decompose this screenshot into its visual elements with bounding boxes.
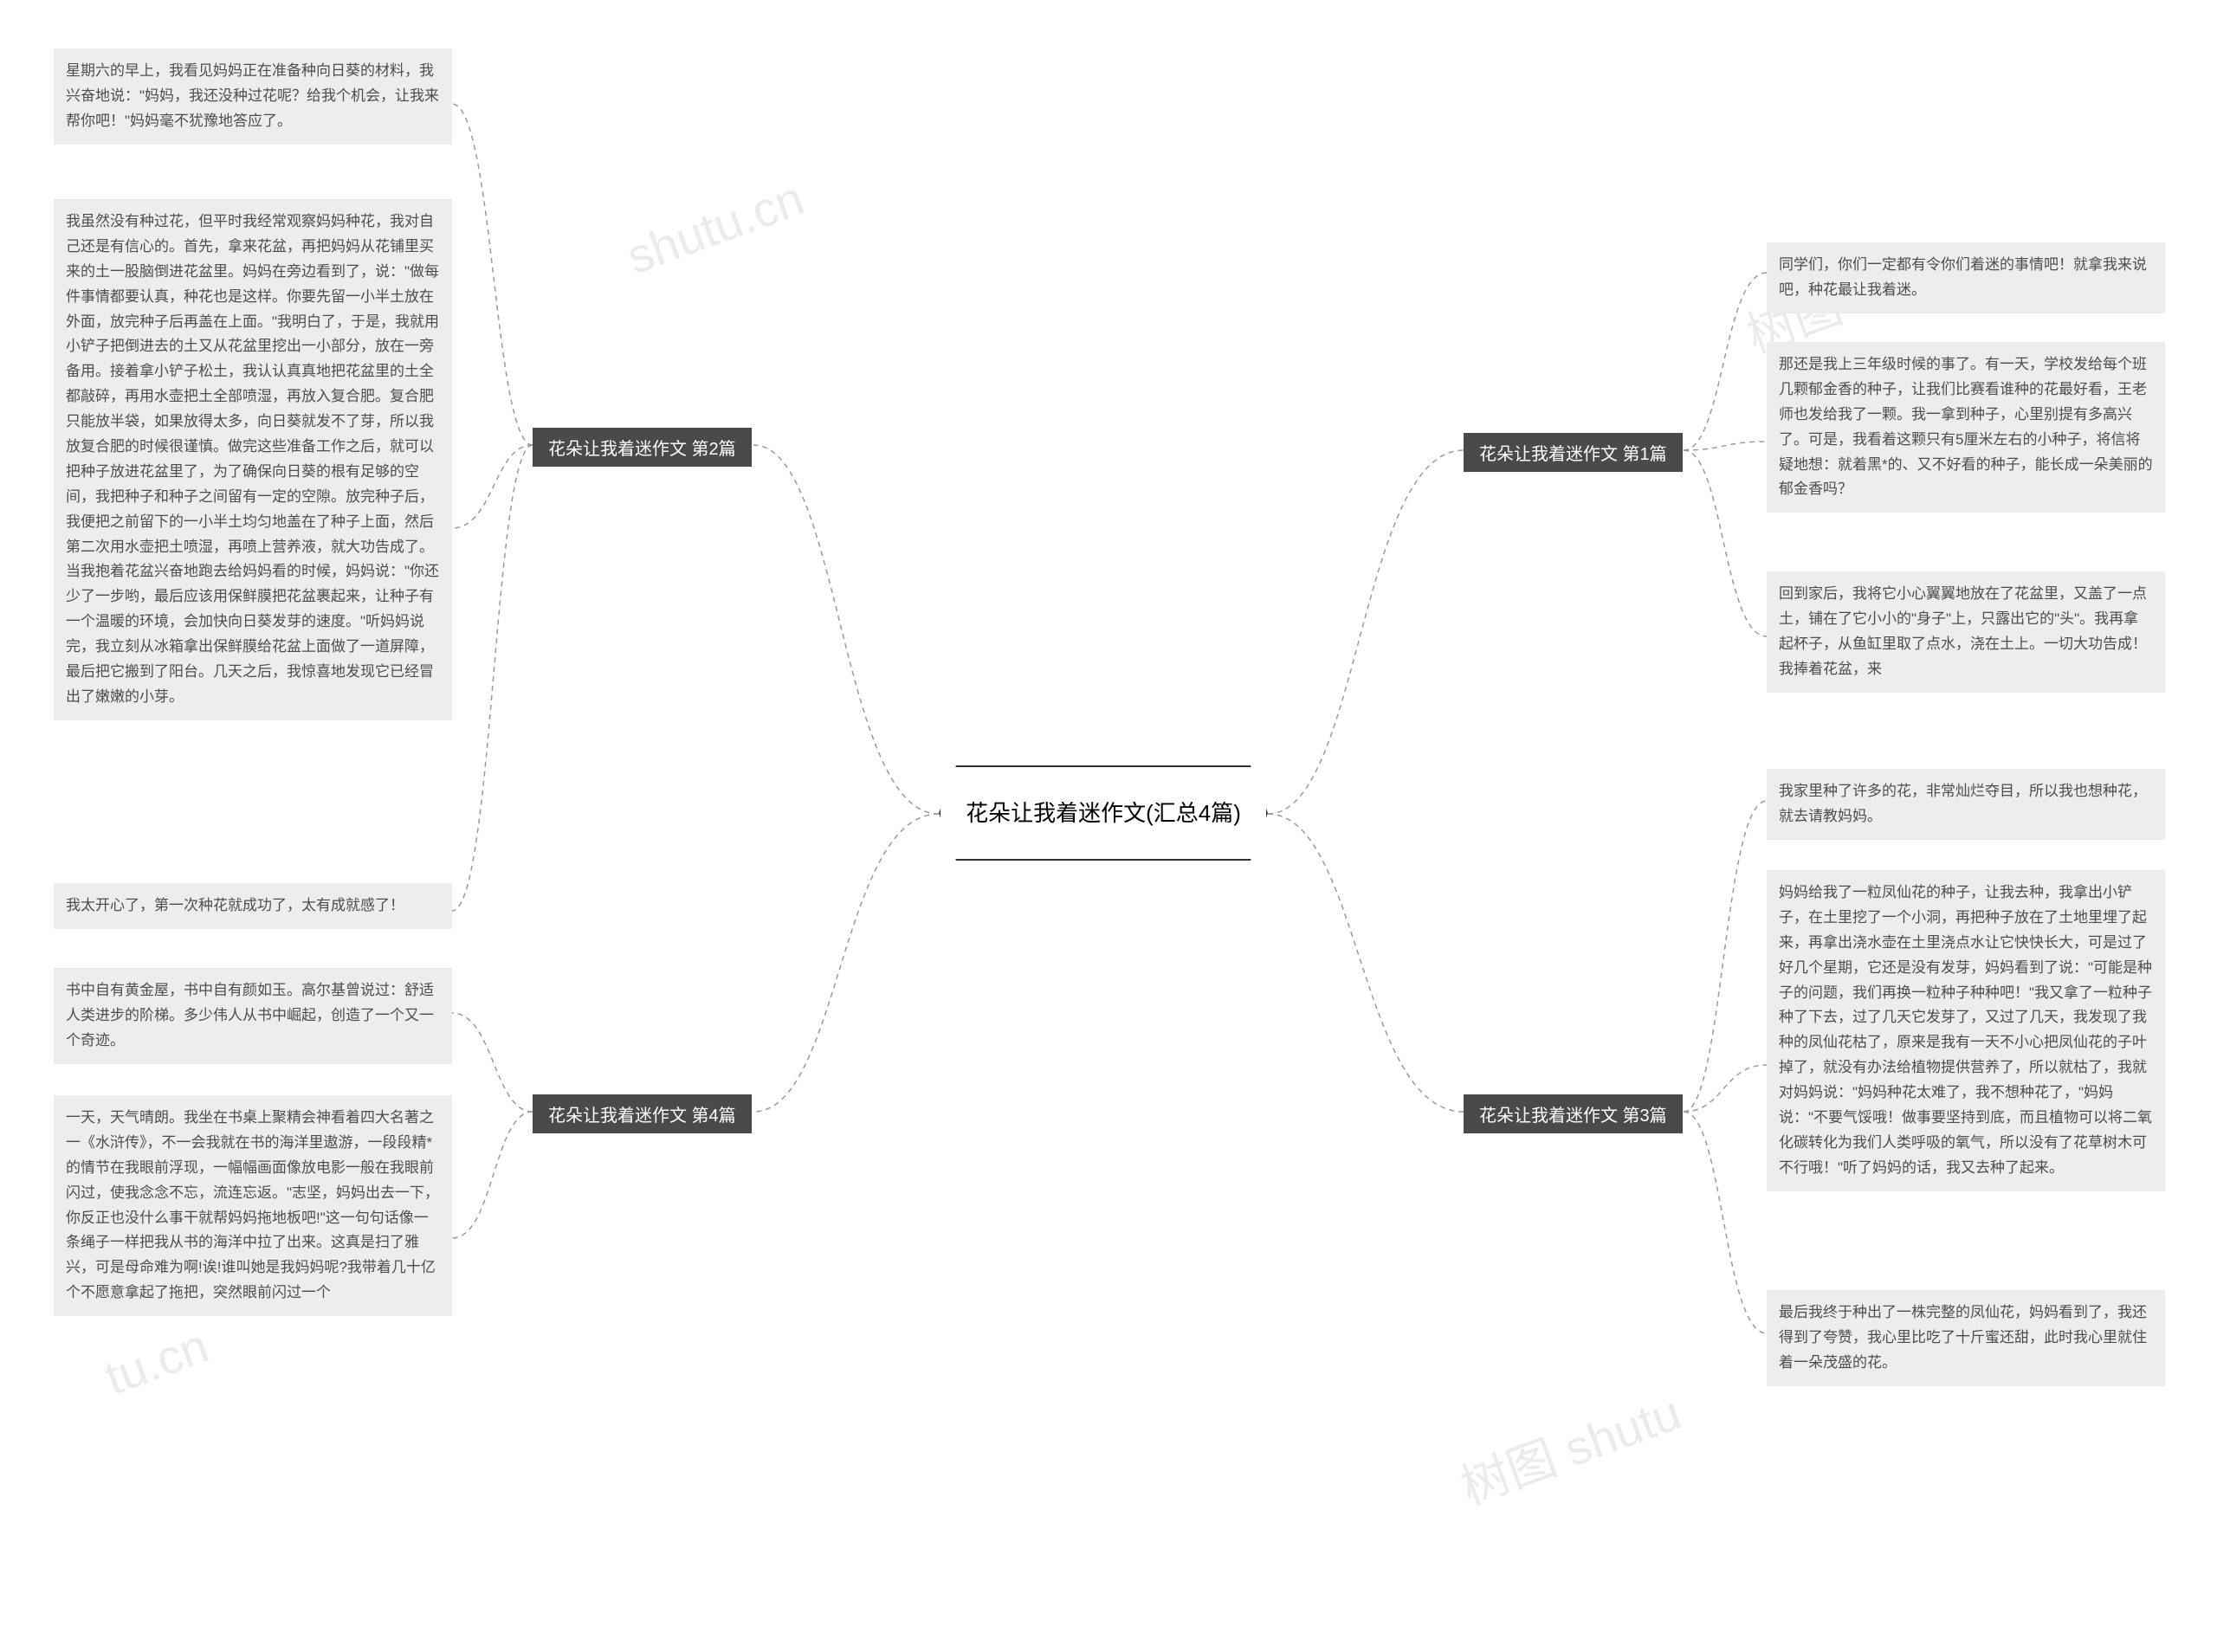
center-topic: 花朵让我着迷作文(汇总4篇) (939, 765, 1268, 861)
leaf-b4-1: 书中自有黄金屋，书中自有颜如玉。高尔基曾说过：舒适人类进步的阶梯。多少伟人从书中… (54, 968, 452, 1064)
leaf-b1-1: 同学们，你们一定都有令你们着迷的事情吧！就拿我来说吧，种花最让我着迷。 (1767, 242, 2165, 313)
branch-4-label: 花朵让我着迷作文 第4篇 (533, 1094, 752, 1133)
leaf-b3-1: 我家里种了许多的花，非常灿烂夺目，所以我也想种花，就去请教妈妈。 (1767, 769, 2165, 840)
leaf-b2-1: 星期六的早上，我看见妈妈正在准备种向日葵的材料，我兴奋地说："妈妈，我还没种过花… (54, 48, 452, 145)
watermark: 树图 shutu (1450, 1374, 1689, 1519)
branch-1-label: 花朵让我着迷作文 第1篇 (1464, 433, 1683, 472)
leaf-b4-2: 一天，天气晴朗。我坐在书桌上聚精会神看着四大名著之一《水浒传》，不一会我就在书的… (54, 1095, 452, 1316)
branch-2-label: 花朵让我着迷作文 第2篇 (533, 428, 752, 467)
leaf-b1-3: 回到家后，我将它小心翼翼地放在了花盆里，又盖了一点土，铺在了它小小的"身子"上，… (1767, 571, 2165, 693)
watermark: tu.cn (98, 1317, 216, 1406)
leaf-b1-2: 那还是我上三年级时候的事了。有一天，学校发给每个班几颗郁金香的种子，让我们比赛看… (1767, 342, 2165, 513)
center-title: 花朵让我着迷作文(汇总4篇) (966, 797, 1241, 830)
leaf-b2-3: 我太开心了，第一次种花就成功了，太有成就感了！ (54, 883, 452, 929)
leaf-b2-2: 我虽然没有种过花，但平时我经常观察妈妈种花，我对自己还是有信心的。首先，拿来花盆… (54, 199, 452, 720)
leaf-b3-2: 妈妈给我了一粒凤仙花的种子，让我去种，我拿出小铲子，在土里挖了一个小洞，再把种子… (1767, 870, 2165, 1191)
leaf-b3-3: 最后我终于种出了一株完整的凤仙花，妈妈看到了，我还得到了夸赞，我心里比吃了十斤蜜… (1767, 1290, 2165, 1386)
watermark: shutu.cn (619, 170, 811, 285)
branch-3-label: 花朵让我着迷作文 第3篇 (1464, 1094, 1683, 1133)
